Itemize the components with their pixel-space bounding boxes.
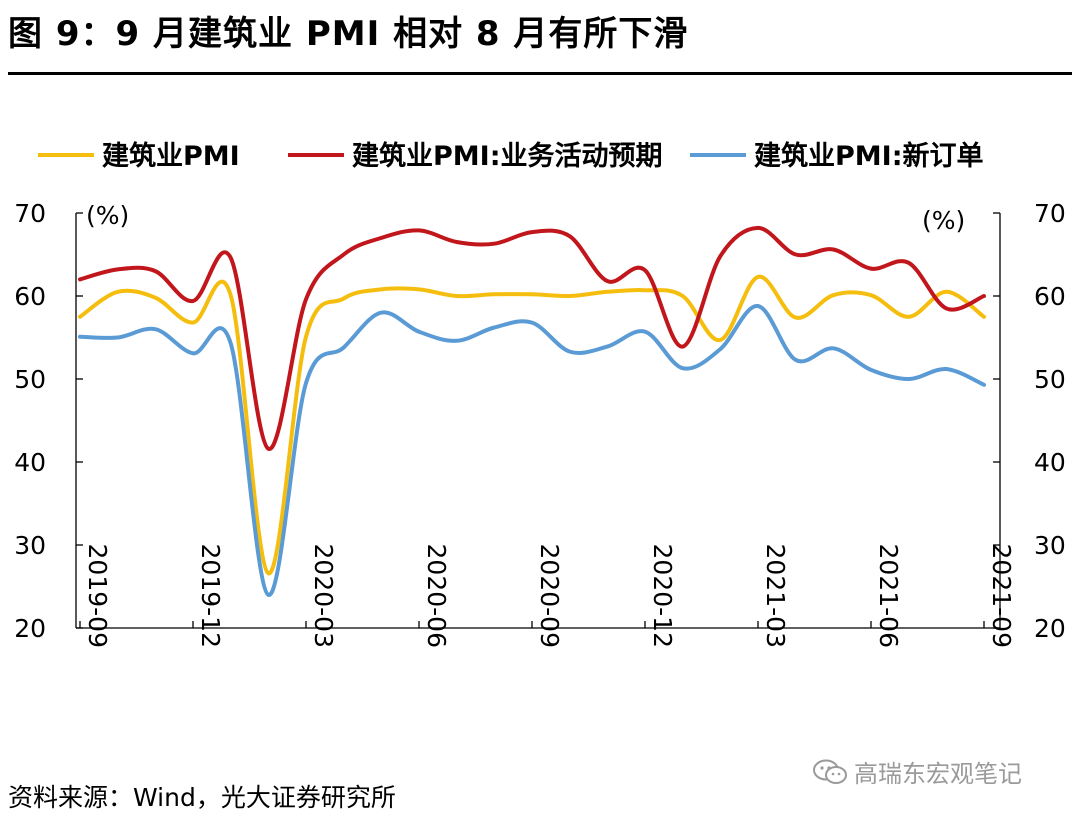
x-tick-label: 2020-12: [648, 544, 677, 648]
title-divider: [8, 72, 1072, 75]
right-y-tick-label: 50: [1034, 365, 1066, 394]
chart-axes: 20 20 30 30 40 40 50 50 60 60 70 70 (%) (%) 2019-09 201…: [14, 199, 1066, 648]
left-y-tick-label: 50: [14, 365, 46, 394]
x-tick-label: 2021-09: [987, 544, 1016, 648]
left-y-tick-label: 20: [14, 614, 46, 643]
figure-title: 图 9：9 月建筑业 PMI 相对 8 月有所下滑: [8, 14, 689, 54]
right-y-tick-label: 40: [1034, 448, 1066, 477]
left-y-tick-label: 60: [14, 282, 46, 311]
watermark: 高瑞东宏观笔记: [812, 754, 1022, 789]
right-y-unit: (%): [922, 206, 965, 235]
left-y-tick-label: 40: [14, 448, 46, 477]
legend-label: 建筑业PMI: [102, 140, 240, 172]
legend-label: 建筑业PMI:新订单: [754, 140, 984, 172]
left-y-tick-label: 70: [14, 199, 46, 228]
right-y-tick-label: 30: [1034, 531, 1066, 560]
series-line-1: [78, 274, 986, 576]
x-tick-label: 2021-06: [874, 544, 903, 648]
chart-series: [78, 225, 986, 597]
source-note: 资料来源：Wind，光大证券研究所: [8, 783, 396, 812]
series-line-3: [78, 304, 986, 597]
x-tick-label: 2019-09: [83, 544, 112, 648]
wechat-icon: [813, 759, 847, 784]
legend-label: 建筑业PMI:业务活动预期: [352, 140, 663, 172]
right-y-tick-label: 70: [1034, 199, 1066, 228]
right-y-tick-label: 60: [1034, 282, 1066, 311]
x-tick-label: 2021-03: [761, 544, 790, 648]
chart-legend: 建筑业PMI 建筑业PMI:业务活动预期 建筑业PMI:新订单: [38, 140, 984, 172]
x-tick-label: 2020-03: [309, 544, 338, 648]
x-tick-label: 2019-12: [196, 544, 225, 648]
watermark-text: 高瑞东宏观笔记: [854, 760, 1022, 788]
right-y-tick-label: 20: [1034, 614, 1066, 643]
series-line-2: [78, 225, 986, 451]
left-y-unit: (%): [86, 201, 129, 230]
x-tick-label: 2020-06: [422, 544, 451, 648]
x-tick-label: 2020-09: [535, 544, 564, 648]
left-y-tick-label: 30: [14, 531, 46, 560]
